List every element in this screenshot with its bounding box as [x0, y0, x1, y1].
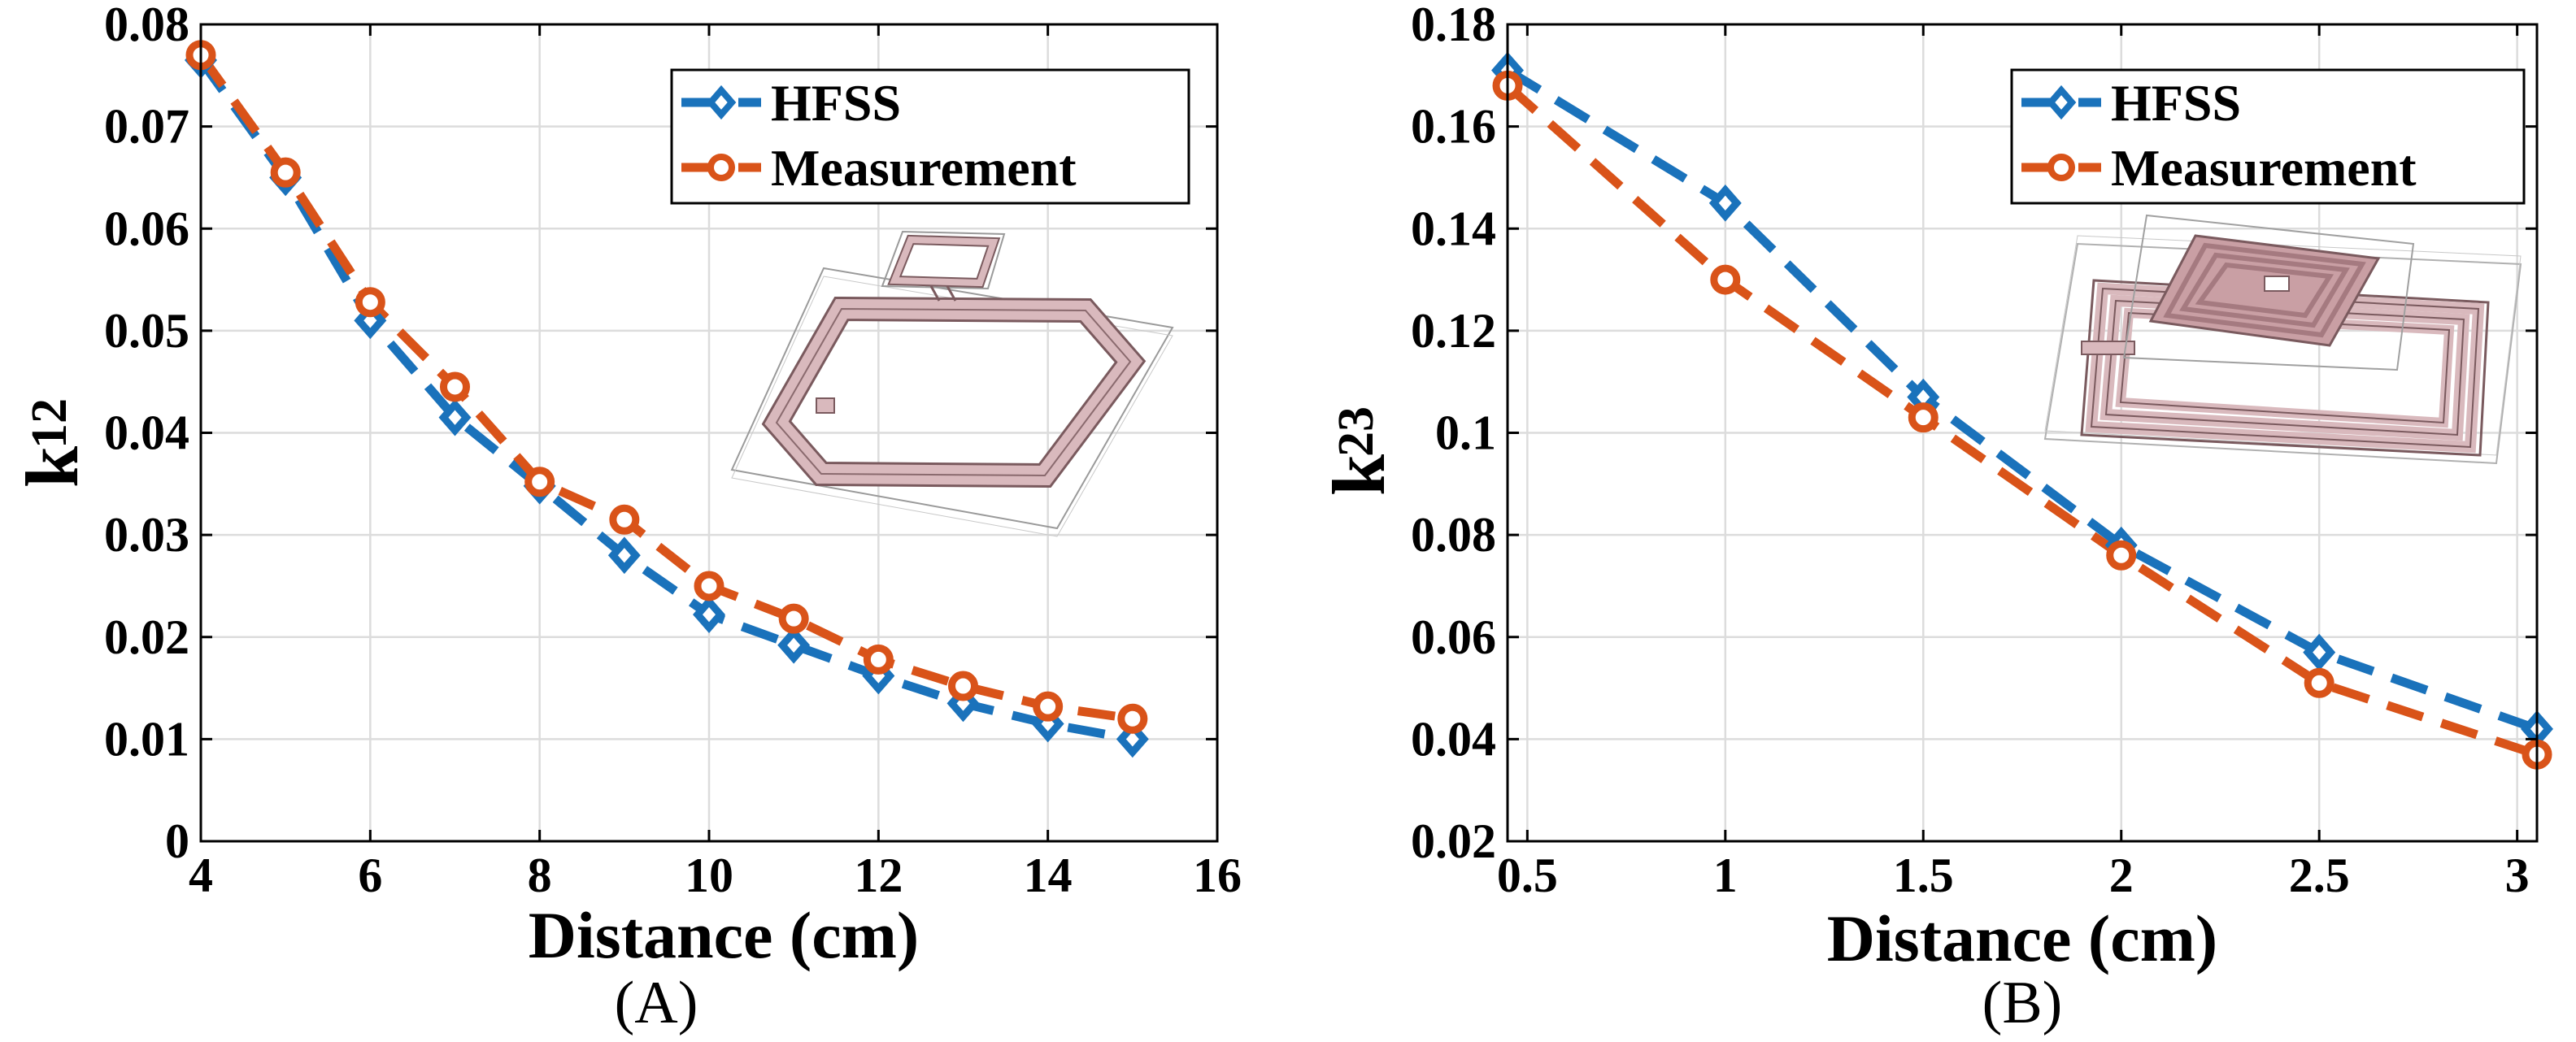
data-point-hfss — [693, 596, 725, 633]
y-tick-label: 0.14 — [1411, 202, 1496, 255]
legend-circle-icon — [707, 154, 735, 181]
y-tick-label: 0.03 — [104, 508, 189, 562]
x-tick-label: 6 — [358, 849, 382, 902]
caption-a: (A) — [615, 970, 698, 1036]
data-point-hfss — [2303, 633, 2336, 671]
data-point-measurement — [2106, 540, 2137, 571]
legend-label-hfss: HFSS — [771, 74, 901, 132]
chart-panel-a: 4 6 8 10 12 14 16 0 0.01 0.02 0.03 0.04 0.05 0.06 0.07… — [11, 0, 1242, 1036]
x-tick-label: 16 — [1193, 849, 1242, 902]
series-line-hfss — [197, 57, 1134, 744]
y-tick-label: 0.16 — [1411, 100, 1496, 154]
data-point-measurement — [1117, 703, 1148, 734]
data-point-hfss — [607, 536, 641, 575]
y-tick-label: 0.01 — [104, 712, 189, 766]
x-tick-label: 14 — [1024, 849, 1073, 902]
legend-circle-icon — [2047, 154, 2075, 181]
data-point-measurement — [694, 571, 724, 601]
legend-label-measurement: Measurement — [2111, 139, 2417, 197]
x-tick-label: 2 — [2109, 849, 2134, 902]
data-point-measurement — [524, 467, 555, 497]
y-tick-label: 0.06 — [104, 202, 189, 255]
y-tick-label: 0.08 — [1411, 508, 1496, 562]
y-axis-title-main-b: k — [1317, 454, 1400, 496]
x-tick-label: 10 — [685, 849, 733, 902]
legend-diamond-icon — [2046, 85, 2077, 120]
legend-a: HFSS Measurement — [670, 68, 1190, 205]
tick-labels-b: 0.5 1 1.5 2 2.5 3 0.02 0.04 0.06 0.08 0.1 0.12 0.14 0… — [1411, 0, 2537, 902]
y-tick-label: 0.07 — [104, 100, 189, 154]
data-point-measurement — [1908, 402, 1939, 433]
series-line-measurement — [1504, 82, 2539, 759]
y-tick-label: 0.04 — [104, 406, 189, 460]
y-tick-label: 0.05 — [104, 304, 189, 358]
y-tick-label: 0.08 — [104, 0, 189, 51]
x-tick-label: 4 — [189, 849, 213, 902]
data-point-measurement — [355, 287, 385, 318]
y-axis-title-sub-a: 12 — [22, 398, 77, 449]
y-axis-title-a: k 12 — [11, 398, 94, 488]
y-tick-label: 0.02 — [104, 610, 189, 664]
data-point-hfss — [438, 398, 472, 436]
x-tick-label: 12 — [854, 849, 903, 902]
y-tick-label: 0.06 — [1411, 610, 1496, 664]
y-tick-label: 0.02 — [1411, 814, 1496, 868]
x-axis-title-a: Distance (cm) — [529, 898, 919, 972]
y-tick-label: 0.18 — [1411, 0, 1496, 51]
chart-panel-b: 0.5 1 1.5 2 2.5 3 0.02 0.04 0.06 0.08 0.1 0.12 0.14 0… — [1317, 0, 2553, 1036]
data-point-measurement — [778, 603, 809, 634]
y-axis-title-b: k 23 — [1317, 406, 1400, 496]
x-tick-label: 1 — [1713, 849, 1738, 902]
y-tick-label: 0.1 — [1435, 406, 1496, 460]
y-tick-label: 0 — [165, 814, 189, 868]
x-tick-label: 3 — [2505, 849, 2530, 902]
coil-inset-b — [2043, 214, 2522, 465]
data-point-hfss — [1708, 185, 1742, 222]
data-point-hfss — [777, 626, 811, 664]
data-point-measurement — [1710, 264, 1741, 295]
data-point-measurement — [2304, 667, 2334, 698]
x-tick-label: 8 — [528, 849, 552, 902]
legend-label-hfss: HFSS — [2111, 74, 2241, 132]
y-tick-label: 0.12 — [1411, 304, 1496, 358]
data-point-measurement — [440, 371, 470, 402]
x-tick-label: 0.5 — [1497, 849, 1558, 902]
legend-label-measurement: Measurement — [771, 139, 1077, 197]
data-point-measurement — [270, 157, 301, 188]
y-tick-label: 0.04 — [1411, 712, 1496, 766]
x-axis-title-b: Distance (cm) — [1827, 901, 2217, 975]
tick-labels-a: 4 6 8 10 12 14 16 0 0.01 0.02 0.03 0.04 0.05 0.06 0.07… — [104, 0, 1242, 902]
data-point-measurement — [1033, 691, 1064, 722]
series-lines-b — [1504, 66, 2539, 759]
y-axis-title-main-a: k — [11, 445, 94, 488]
legend-diamond-icon — [706, 85, 737, 120]
legend-b: HFSS Measurement — [2010, 68, 2526, 205]
x-tick-label: 2.5 — [2289, 849, 2350, 902]
coil-inset-a — [730, 230, 1174, 537]
data-point-measurement — [863, 644, 894, 675]
data-point-hfss — [946, 684, 980, 723]
x-tick-label: 1.5 — [1893, 849, 1954, 902]
caption-b: (B) — [1982, 970, 2063, 1036]
data-point-measurement — [948, 671, 978, 701]
data-point-measurement — [609, 504, 640, 535]
y-axis-title-sub-b: 23 — [1329, 406, 1384, 457]
series-line-hfss — [1505, 66, 2539, 734]
